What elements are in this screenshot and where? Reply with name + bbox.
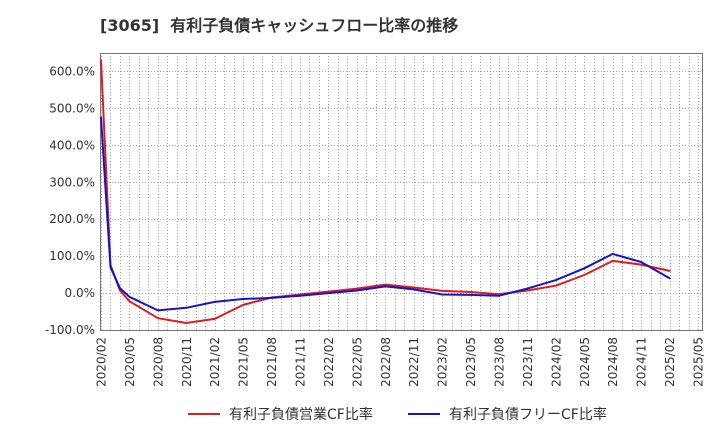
chart-title: [3065] 有利子負債キャッシュフロー比率の推移 xyxy=(100,16,458,35)
x-tick-label: 2022/11 xyxy=(407,337,421,387)
plot-series xyxy=(100,59,671,324)
x-tick-label: 2022/02 xyxy=(322,337,336,387)
x-tick-label: 2024/11 xyxy=(635,337,649,387)
free-cf-ratio-line xyxy=(100,116,671,312)
x-tick-label: 2021/11 xyxy=(294,337,308,387)
x-tick-label: 2022/08 xyxy=(379,337,393,387)
x-tick-label: 2020/08 xyxy=(151,337,165,387)
x-axis: 2020/02 2020/05 2020/08 2020/11 2021/02 2021/… xyxy=(95,337,706,387)
x-tick-label: 2024/05 xyxy=(578,337,592,387)
operating-cf-ratio-line xyxy=(100,59,671,324)
legend-item-free-cf-ratio: 有利子負債フリーCF比率 xyxy=(408,406,607,423)
legend-label: 有利子負債フリーCF比率 xyxy=(449,406,607,423)
legend: 有利子負債営業CF比率 有利子負債フリーCF比率 xyxy=(188,406,607,423)
x-tick-label: 2021/08 xyxy=(265,337,279,387)
plot-frame xyxy=(100,53,703,331)
y-tick-label: 200.0% xyxy=(49,212,95,226)
x-tick-label: 2021/05 xyxy=(237,337,251,387)
grid xyxy=(100,53,703,330)
y-tick-label: -100.0% xyxy=(45,323,95,337)
y-tick-label: 500.0% xyxy=(49,101,95,115)
y-tick-label: 300.0% xyxy=(49,175,95,189)
x-tick-label: 2025/05 xyxy=(692,337,706,387)
y-axis: 600.0% 500.0% 400.0% 300.0% 200.0% 100.0% 0.0%… xyxy=(45,65,95,338)
y-tick-label: 400.0% xyxy=(49,138,95,152)
x-tick-label: 2024/02 xyxy=(549,337,563,387)
legend-item-operating-cf-ratio: 有利子負債営業CF比率 xyxy=(188,406,373,423)
legend-label: 有利子負債営業CF比率 xyxy=(229,406,373,423)
y-tick-label: 0.0% xyxy=(65,286,96,300)
x-tick-label: 2023/08 xyxy=(493,337,507,387)
x-tick-label: 2023/02 xyxy=(436,337,450,387)
y-tick-label: 100.0% xyxy=(49,249,95,263)
x-tick-label: 2023/11 xyxy=(521,337,535,387)
x-tick-label: 2020/11 xyxy=(180,337,194,387)
x-tick-label: 2025/02 xyxy=(663,337,677,387)
x-tick-label: 2022/05 xyxy=(350,337,364,387)
x-tick-label: 2020/02 xyxy=(95,337,109,387)
y-tick-label: 600.0% xyxy=(49,65,95,79)
x-tick-label: 2023/05 xyxy=(464,337,478,387)
x-tick-label: 2020/05 xyxy=(123,337,137,387)
x-tick-label: 2024/08 xyxy=(606,337,620,387)
x-tick-label: 2021/02 xyxy=(208,337,222,387)
